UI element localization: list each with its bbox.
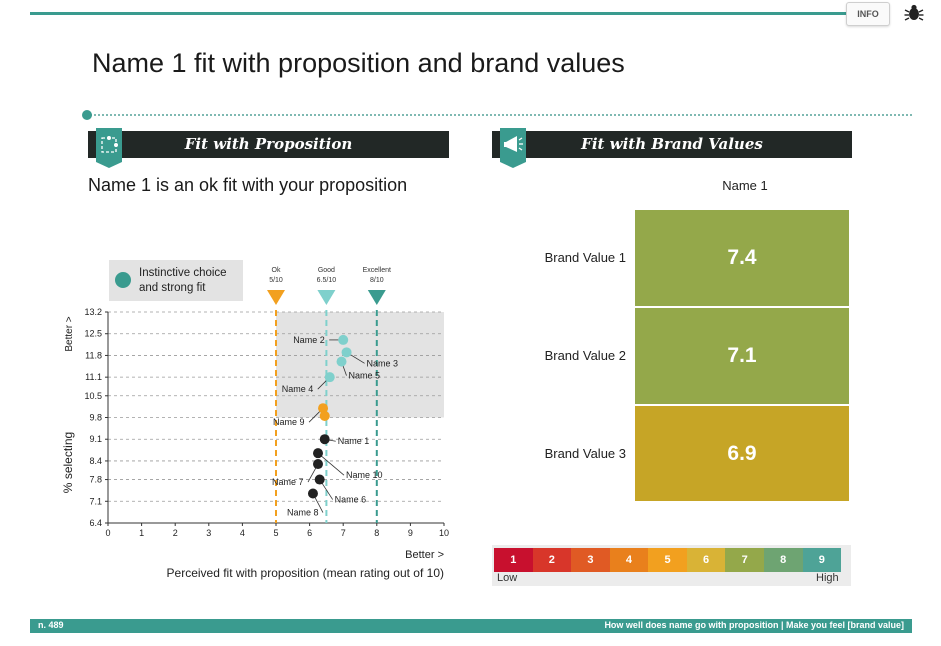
footer-caption: How well does name go with proposition |…	[604, 620, 904, 630]
x-tick-label: 5	[273, 528, 278, 538]
threshold-label: Excellent	[363, 267, 391, 274]
data-point	[318, 403, 329, 414]
point-label: Name 8	[287, 508, 319, 518]
proposition-scatter-chart: 6.4 7.1 7.8 8.4 9.1 9.8 10.5 11.1 11.8 12.5 13.2 0 1…	[61, 267, 449, 580]
y-tick-label: 11.8	[85, 350, 102, 360]
scale-cell-6: 6	[686, 548, 726, 572]
scale-cell-4: 4	[609, 548, 649, 572]
legend-box	[109, 260, 243, 301]
scale-low-label: Low	[497, 572, 518, 584]
point-leader-line	[317, 452, 345, 476]
page-title: Name 1 fit with proposition and brand va…	[92, 48, 625, 78]
brand-value-2-cell: 7.1	[635, 308, 849, 404]
legend-marker	[115, 272, 131, 288]
threshold-marker	[317, 290, 336, 305]
y-tick-label: 11.1	[85, 372, 102, 382]
y-tick-label: 12.5	[84, 329, 102, 339]
y-tick-label: 6.4	[89, 518, 102, 528]
point-label: Name 1	[338, 436, 370, 446]
brand-value-3-label: Brand Value 3	[544, 446, 626, 461]
scale-cell-1: 1	[494, 548, 533, 572]
data-point	[319, 410, 330, 421]
x-tick-label: 4	[240, 528, 245, 538]
y-tick-label: 8.4	[89, 456, 102, 466]
brand-value-2-label: Brand Value 2	[544, 348, 626, 363]
data-point	[313, 448, 323, 459]
threshold-sub-label: 5/10	[269, 277, 283, 284]
y-tick-label: 9.8	[89, 413, 102, 423]
scale-cell-2: 2	[532, 548, 572, 572]
data-point	[313, 459, 323, 470]
puzzle-icon	[96, 128, 122, 168]
y-better-label: Better >	[64, 316, 75, 351]
threshold-label: Ok	[272, 267, 281, 274]
x-tick-label: 1	[139, 528, 144, 538]
data-point	[338, 334, 349, 345]
highlight-region	[276, 312, 444, 418]
point-label: Name 7	[272, 477, 304, 487]
point-label: Name 5	[349, 371, 381, 381]
y-tick-label: 13.2	[84, 307, 102, 317]
proposition-banner: Fit with Proposition	[88, 131, 449, 158]
x-better-label: Better >	[405, 549, 444, 561]
threshold-sub-label: 6.5/10	[317, 277, 337, 284]
scale-cell-9: 9	[802, 548, 842, 572]
scale-cell-8: 8	[763, 548, 803, 572]
point-label: Name 3	[367, 358, 399, 368]
top-accent-bar	[30, 12, 848, 15]
x-tick-label: 8	[374, 528, 379, 538]
data-point	[319, 434, 330, 445]
x-tick-label: 0	[105, 528, 110, 538]
color-scale: 1 2 3 4 5 6 7 8 9	[494, 548, 842, 572]
data-point	[341, 347, 352, 358]
page-number: n. 489	[38, 620, 64, 630]
threshold-marker	[367, 290, 386, 305]
scale-cell-5: 5	[648, 548, 687, 572]
brand-value-3-cell: 6.9	[635, 406, 849, 501]
megaphone-icon	[500, 128, 526, 168]
brand-values-banner: Fit with Brand Values	[492, 131, 852, 158]
scale-cell-7: 7	[725, 548, 764, 572]
x-tick-label: 6	[307, 528, 312, 538]
x-tick-label: 3	[206, 528, 211, 538]
data-point	[336, 356, 347, 367]
y-tick-label: 10.5	[84, 391, 102, 401]
point-label: Name 9	[273, 417, 305, 427]
bug-icon[interactable]	[903, 3, 925, 23]
x-tick-label: 9	[408, 528, 413, 538]
brand-value-1-label: Brand Value 1	[544, 250, 626, 265]
y-axis-title: % selecting	[61, 432, 75, 493]
x-tick-label: 2	[173, 528, 178, 538]
data-point	[314, 474, 325, 485]
section-divider	[86, 114, 912, 116]
data-point	[324, 372, 335, 383]
threshold-label: Good	[318, 267, 335, 274]
proposition-subtitle: Name 1 is an ok fit with your propositio…	[88, 175, 408, 195]
info-button[interactable]: INFO	[846, 2, 890, 26]
x-tick-label: 10	[439, 528, 449, 538]
data-point	[307, 488, 318, 499]
footer-bar	[30, 619, 912, 633]
scale-cell-3: 3	[571, 548, 610, 572]
y-tick-label: 7.8	[89, 475, 102, 485]
x-tick-label: 7	[341, 528, 346, 538]
y-tick-label: 9.1	[89, 434, 102, 444]
scale-high-label: High	[816, 572, 839, 584]
divider-dot	[82, 110, 92, 120]
point-label: Name 6	[335, 495, 367, 505]
x-axis-title: Perceived fit with proposition (mean rat…	[167, 566, 444, 580]
point-label: Name 10	[346, 470, 383, 480]
brand-values-banner-label: Fit with Brand Values	[581, 135, 763, 153]
threshold-marker	[267, 290, 285, 305]
brand-value-1-cell: 7.4	[635, 210, 849, 306]
point-label: Name 2	[293, 335, 325, 345]
brand-values-column-header: Name 1	[722, 178, 768, 193]
threshold-sub-label: 8/10	[370, 277, 384, 284]
point-label: Name 4	[282, 384, 314, 394]
proposition-banner-label: Fit with Proposition	[184, 135, 353, 153]
legend-label: Instinctive choice and strong fit	[139, 267, 227, 294]
y-tick-label: 7.1	[89, 496, 102, 506]
